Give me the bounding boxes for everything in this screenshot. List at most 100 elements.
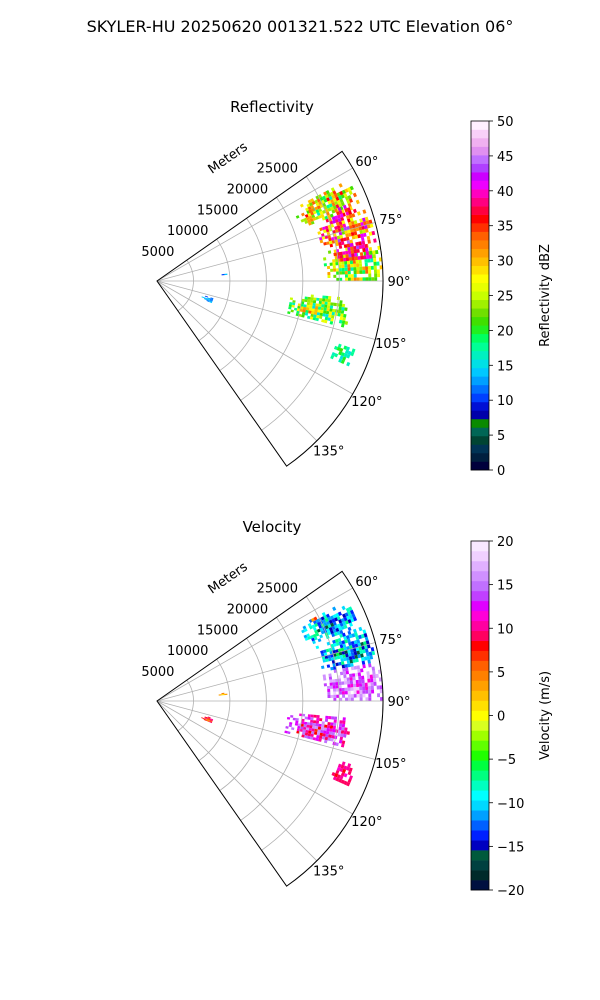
reflectivity-echo-cell [312,317,317,321]
velocity-echo-cell [301,718,305,722]
reflectivity-echo-cell [328,237,332,242]
reflectivity-echo-cell [346,199,351,204]
reflectivity-echo-cell [322,295,326,299]
reflectivity-echo-cell [339,213,344,218]
reflectivity-echo-cell [310,294,314,298]
reflectivity-echo-cell [313,311,318,315]
reflectivity-echo-cell [350,246,354,251]
reflectivity-echo-cell [349,239,354,244]
reflectivity-echo-cell [340,323,345,328]
velocity-echo-cell [332,621,337,626]
reflectivity-echo-cell [369,223,374,228]
velocity-echo-cell [349,609,355,615]
velocity-echo-cell [371,689,375,694]
reflectivity-echo-cell [359,277,363,281]
velocity-echo-cell [336,630,341,636]
velocity-echo-cell [341,726,345,731]
velocity-colorbar-tick-label: 0 [497,710,505,725]
reflectivity-echo-cell [338,268,342,272]
velocity-echo-cell [297,725,301,729]
velocity-colorbar-segment [471,650,489,661]
reflectivity-colorbar-segment [471,138,489,147]
reflectivity-echo-cell [297,303,302,307]
reflectivity-echo-cell [335,258,339,263]
reflectivity-echo-cell [374,273,378,278]
reflectivity-echo-cell [331,194,336,200]
reflectivity-echo-cell [334,226,338,230]
reflectivity-echo-cell [320,307,325,311]
reflectivity-echo-cell [330,206,335,211]
reflectivity-echo-cell [303,304,307,308]
reflectivity-colorbar-tick-label: 25 [497,290,514,305]
velocity-echo-cell [328,734,332,738]
velocity-echo-cell [364,648,369,653]
velocity-echo-cell [311,728,315,732]
velocity-echo-cell [287,731,291,735]
reflectivity-echo-cell [347,202,352,208]
velocity-echo-cell [328,673,332,677]
velocity-echo-cell [362,649,366,654]
velocity-echo-cell [315,645,320,650]
reflectivity-echo-cell [347,270,351,275]
reflectivity-echo-cell [346,243,351,248]
velocity-echo-cell [335,641,340,647]
velocity-echo-cell [330,666,334,671]
reflectivity-echo-cell [368,247,373,252]
velocity-echo-cell [301,721,305,725]
velocity-echo-cell [340,764,345,769]
velocity-echo-cell [322,659,327,663]
reflectivity-echo-cell [298,313,302,317]
reflectivity-echo-cell [338,231,343,236]
velocity-echo-cell [351,673,356,678]
reflectivity-echo-cell [328,295,332,300]
reflectivity-echo-cell [326,204,331,209]
velocity-echo-cell [210,718,214,721]
reflectivity-colorbar-segment [471,452,489,462]
velocity-echo-cell [347,618,352,624]
reflectivity-echo-cell [376,269,380,274]
reflectivity-echo-cell [352,208,357,214]
reflectivity-echo-cell [336,211,340,216]
velocity-echo-cell [342,667,346,672]
velocity-echo-cell [310,733,314,738]
velocity-echo-cell [338,641,343,646]
reflectivity-echo-cell [290,309,294,313]
reflectivity-echo-cell [310,211,315,216]
reflectivity-echo-cell [329,308,333,312]
reflectivity-echo-cell [367,266,372,270]
reflectivity-frame [156,150,384,467]
reflectivity-echo-cell [348,190,353,196]
reflectivity-echo-cell [345,236,350,241]
velocity-echo-cell [325,648,330,653]
reflectivity-echo-cell [329,262,333,266]
reflectivity-echo-cell [344,230,348,235]
velocity-echo-cell [309,725,313,729]
reflectivity-colorbar-segment [471,206,489,215]
reflectivity-echo-cell [332,265,336,269]
velocity-echo-cell [309,736,314,740]
velocity-echo-cell [207,718,211,721]
velocity-colorbar-segment [471,760,489,771]
reflectivity-echo-cell [332,219,336,224]
reflectivity-echo-cell [327,274,331,279]
velocity-echo-cell [348,641,352,646]
reflectivity-echo-cell [351,256,355,261]
reflectivity-echo-cell [358,244,363,249]
reflectivity-echo-cell [344,261,348,265]
reflectivity-echo-cell [367,239,371,244]
velocity-echo-cell [354,654,359,659]
velocity-colorbar-tick-label: −5 [497,753,516,768]
reflectivity-echo-cell [350,351,355,357]
velocity-echo-cell [328,715,332,720]
velocity-echo-cell [306,735,311,740]
velocity-echo-cell [335,777,340,782]
velocity-colorbar-segment [471,790,489,801]
velocity-echo-cell [324,718,329,722]
reflectivity-echo-cell [327,271,331,276]
velocity-echo-cell [347,684,351,688]
reflectivity-echo-cell [303,217,308,222]
velocity-echo-cell [335,612,340,618]
velocity-echo-cell [315,720,320,724]
reflectivity-echo-cell [210,297,214,300]
reflectivity-echo-cell [357,234,361,239]
